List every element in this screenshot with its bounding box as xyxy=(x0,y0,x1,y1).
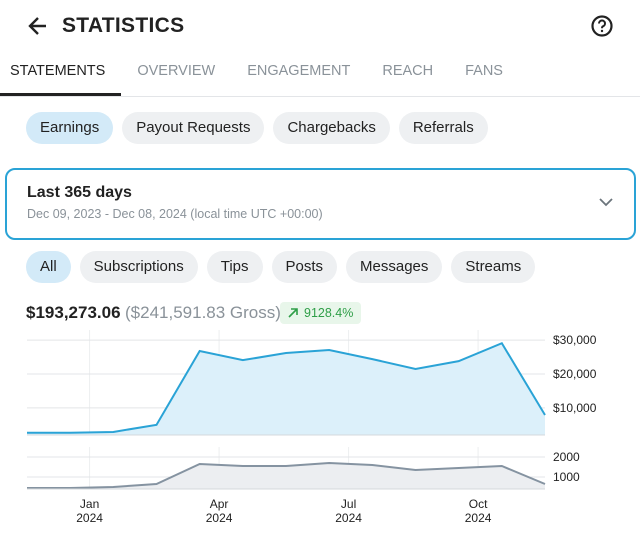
source-chip[interactable]: Posts xyxy=(271,251,338,283)
source-chip[interactable]: Streams xyxy=(451,251,536,283)
report-type-chips: Earnings Payout Requests Chargebacks Referr… xyxy=(26,112,488,144)
source-chip[interactable]: Tips xyxy=(206,251,263,283)
period-select[interactable]: Last 365 days Dec 09, 2023 - Dec 08, 202… xyxy=(5,168,636,240)
area-fill xyxy=(27,463,545,489)
tab[interactable]: FANS xyxy=(465,63,503,79)
source-chip[interactable]: Messages xyxy=(346,251,443,283)
report-type-chip[interactable]: Chargebacks xyxy=(273,112,390,144)
charts: $10,000$20,000$30,00010002000Jan2024Apr2… xyxy=(27,330,597,525)
tab[interactable]: REACH xyxy=(382,63,434,79)
back-button[interactable] xyxy=(26,14,50,38)
x-tick-label: Oct xyxy=(469,497,488,511)
area-fill xyxy=(27,343,545,435)
y-tick-label: 1000 xyxy=(553,470,580,484)
y-tick-label: 2000 xyxy=(553,450,580,464)
report-type-chip[interactable]: Payout Requests xyxy=(122,112,265,144)
tab-bar: STATEMENTS OVERVIEW ENGAGEMENT REACH FANS xyxy=(0,50,640,97)
up-arrow xyxy=(288,308,298,318)
line xyxy=(27,341,546,434)
net-earnings: $193,273.06 xyxy=(26,303,121,322)
y-tick-label: $30,000 xyxy=(553,333,597,347)
source-chips: All Subscriptions Tips Posts Messages Streams xyxy=(26,251,536,283)
tab[interactable]: OVERVIEW xyxy=(137,63,216,79)
x-tick-year: 2024 xyxy=(206,511,233,525)
help-button[interactable] xyxy=(590,14,614,38)
page-title: STATISTICS xyxy=(62,14,185,37)
tab[interactable]: STATEMENTS xyxy=(0,50,122,96)
report-type-chip[interactable]: Earnings xyxy=(26,112,114,144)
source-chip[interactable]: Subscriptions xyxy=(79,251,198,283)
x-tick-label: Apr xyxy=(210,497,229,511)
line xyxy=(27,461,546,489)
x-tick-year: 2024 xyxy=(335,511,362,525)
x-tick-label: Jan xyxy=(80,497,99,511)
x-tick-label: Jul xyxy=(341,497,356,511)
source-chip[interactable]: All xyxy=(26,251,71,283)
chevron xyxy=(599,198,613,207)
y-tick-label: $20,000 xyxy=(553,367,597,381)
y-tick-label: $10,000 xyxy=(553,401,597,415)
change-badge: 9128.4% xyxy=(280,302,362,324)
period-range: Dec 09, 2023 - Dec 08, 2024 (local time … xyxy=(27,207,323,221)
gross-earnings: ($241,591.83 Gross) xyxy=(125,303,281,322)
x-tick-year: 2024 xyxy=(465,511,492,525)
report-type-chip[interactable]: Referrals xyxy=(398,112,488,144)
x-tick-year: 2024 xyxy=(76,511,103,525)
tab[interactable]: ENGAGEMENT xyxy=(247,63,351,79)
period-title: Last 365 days xyxy=(27,184,132,201)
change-value: 9128.4% xyxy=(304,306,354,320)
